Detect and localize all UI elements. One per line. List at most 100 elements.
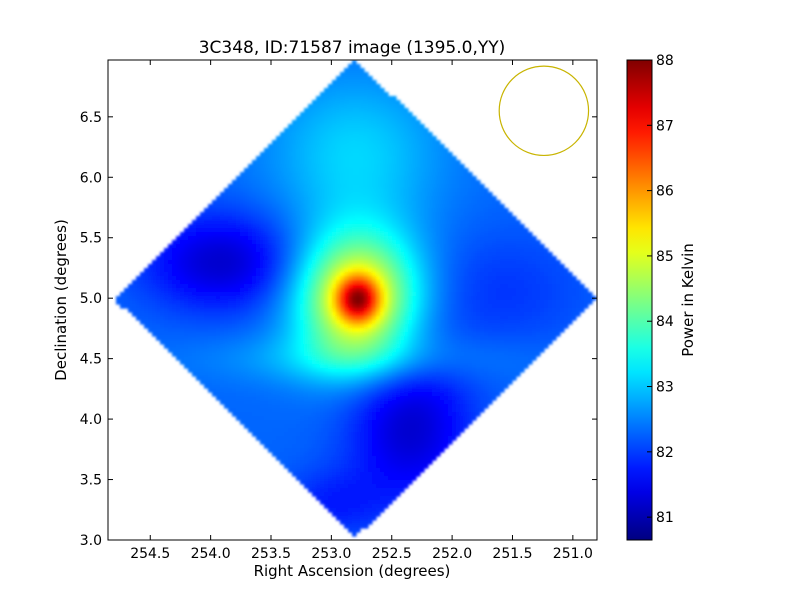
heatmap-cell xyxy=(272,200,277,205)
heatmap-cell xyxy=(376,304,381,309)
heatmap-cell xyxy=(384,276,389,281)
heatmap-cell xyxy=(448,208,453,213)
heatmap-cell xyxy=(256,248,261,253)
heatmap-cell xyxy=(520,272,525,277)
heatmap-cell xyxy=(272,224,277,229)
heatmap-cell xyxy=(196,348,201,353)
heatmap-cell xyxy=(400,148,405,153)
heatmap-cell xyxy=(164,292,169,297)
heatmap-cell xyxy=(456,300,461,305)
heatmap-cell xyxy=(488,236,493,241)
heatmap-cell xyxy=(392,316,397,321)
heatmap-cell xyxy=(256,224,261,229)
heatmap-cell xyxy=(256,176,261,181)
heatmap-cell xyxy=(496,332,501,337)
heatmap-cell xyxy=(536,268,541,273)
heatmap-cell xyxy=(180,296,185,301)
heatmap-cell xyxy=(400,184,405,189)
heatmap-cell xyxy=(416,192,421,197)
heatmap-cell xyxy=(336,232,341,237)
heatmap-cell xyxy=(204,236,209,241)
heatmap-cell xyxy=(468,216,473,221)
heatmap-cell xyxy=(548,272,553,277)
heatmap-cell xyxy=(424,340,429,345)
heatmap-cell xyxy=(316,244,321,249)
heatmap-cell xyxy=(456,232,461,237)
heatmap-cell xyxy=(524,228,529,233)
heatmap-cell xyxy=(360,188,365,193)
heatmap-cell xyxy=(508,272,513,277)
heatmap-cell xyxy=(336,172,341,177)
heatmap-cell xyxy=(444,212,449,217)
heatmap-cell xyxy=(404,164,409,169)
heatmap-cell xyxy=(412,208,417,213)
heatmap-cell xyxy=(396,220,401,225)
heatmap-cell xyxy=(364,240,369,245)
heatmap-cell xyxy=(328,320,333,325)
heatmap-cell xyxy=(356,328,361,333)
heatmap-cell xyxy=(340,184,345,189)
heatmap-cell xyxy=(224,324,229,329)
heatmap-cell xyxy=(440,300,445,305)
heatmap-cell xyxy=(512,344,517,349)
heatmap-cell xyxy=(520,276,525,281)
heatmap-cell xyxy=(340,292,345,297)
heatmap-cell xyxy=(224,260,229,265)
heatmap-cell xyxy=(500,308,505,313)
heatmap-cell xyxy=(288,136,293,141)
heatmap-cell xyxy=(352,132,357,137)
heatmap-cell xyxy=(468,208,473,213)
heatmap-cell xyxy=(212,276,217,281)
heatmap-cell xyxy=(504,228,509,233)
heatmap-cell xyxy=(216,216,221,221)
heatmap-cell xyxy=(288,284,293,289)
heatmap-cell xyxy=(544,340,549,345)
heatmap-cell xyxy=(264,236,269,241)
heatmap-cell xyxy=(156,268,161,273)
heatmap-cell xyxy=(560,284,565,289)
heatmap-cell xyxy=(172,268,177,273)
heatmap-cell xyxy=(440,288,445,293)
heatmap-cell xyxy=(460,196,465,201)
heatmap-cell xyxy=(208,256,213,261)
heatmap-cell xyxy=(344,268,349,273)
heatmap-cell xyxy=(536,332,541,337)
heatmap-cell xyxy=(504,216,509,221)
heatmap-cell xyxy=(340,164,345,169)
heatmap-cell xyxy=(188,244,193,249)
heatmap-cell xyxy=(256,344,261,349)
heatmap-cell xyxy=(336,208,341,213)
heatmap-cell xyxy=(384,264,389,269)
heatmap-cell xyxy=(392,328,397,333)
heatmap-cell xyxy=(228,192,233,197)
heatmap-cell xyxy=(440,196,445,201)
heatmap-cell xyxy=(356,144,361,149)
heatmap-cell xyxy=(380,192,385,197)
heatmap-cell xyxy=(560,320,565,325)
heatmap-cell xyxy=(324,324,329,329)
heatmap-cell xyxy=(304,304,309,309)
heatmap-cell xyxy=(296,264,301,269)
heatmap-cell xyxy=(420,260,425,265)
heatmap-cell xyxy=(388,96,393,101)
heatmap-cell xyxy=(180,308,185,313)
heatmap-cell xyxy=(388,176,393,181)
heatmap-cell xyxy=(448,156,453,161)
heatmap-cell xyxy=(392,292,397,297)
heatmap-cell xyxy=(296,168,301,173)
heatmap-cell xyxy=(444,172,449,177)
heatmap-cell xyxy=(208,228,213,233)
heatmap-cell xyxy=(528,280,533,285)
heatmap-cell xyxy=(360,336,365,341)
heatmap-cell xyxy=(336,308,341,313)
heatmap-cell xyxy=(304,144,309,149)
heatmap-cell xyxy=(156,312,161,317)
heatmap-cell xyxy=(396,224,401,229)
heatmap-cell xyxy=(516,312,521,317)
heatmap-cell xyxy=(384,332,389,337)
heatmap-cell xyxy=(224,280,229,285)
heatmap-cell xyxy=(432,184,437,189)
heatmap-cell xyxy=(400,220,405,225)
heatmap-cell xyxy=(216,240,221,245)
heatmap-cell xyxy=(300,212,305,217)
